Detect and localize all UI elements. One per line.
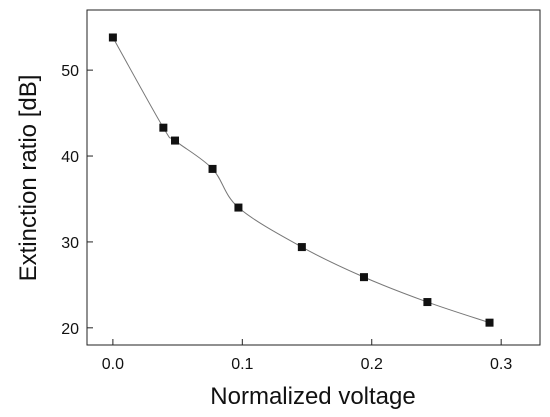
data-point xyxy=(208,164,217,173)
x-tick-label: 0.3 xyxy=(490,356,512,373)
x-tick-label: 0.0 xyxy=(102,356,124,373)
data-point xyxy=(359,273,368,282)
y-tick-label: 20 xyxy=(61,321,79,338)
plot-frame xyxy=(86,9,541,346)
x-axis-label: Normalized voltage xyxy=(210,383,415,410)
y-tick-label: 30 xyxy=(61,235,79,252)
data-point xyxy=(108,33,117,42)
y-axis-ticks: 20 30 40 50 xyxy=(61,63,93,338)
data-point xyxy=(423,298,432,307)
x-axis-ticks: 0.0 0.1 0.2 0.3 xyxy=(102,339,512,373)
series-line xyxy=(112,37,490,324)
y-tick-label: 50 xyxy=(61,63,79,80)
data-point xyxy=(159,123,168,132)
series-layer xyxy=(108,33,494,327)
data-point xyxy=(485,318,494,327)
x-tick-label: 0.1 xyxy=(231,356,253,373)
y-axis-label: Extinction ratio [dB] xyxy=(15,75,42,282)
data-point xyxy=(297,243,306,252)
data-point xyxy=(234,203,243,212)
y-tick-label: 40 xyxy=(61,149,79,166)
x-tick-label: 0.2 xyxy=(361,356,383,373)
data-point xyxy=(171,136,180,145)
